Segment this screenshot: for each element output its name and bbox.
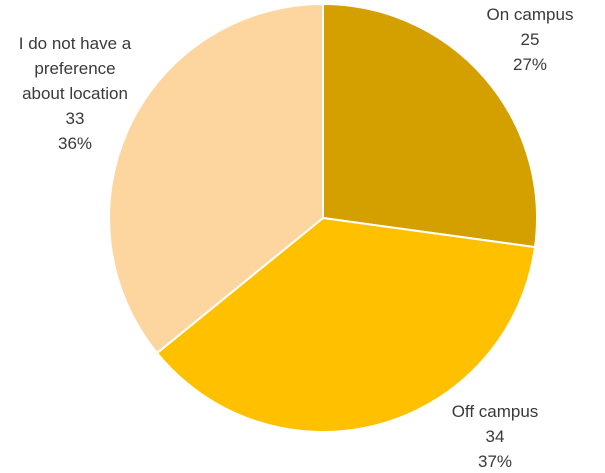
label-no-preference-name-line-3: about location [22, 84, 128, 103]
label-no-preference-name-line-1: I do not have a [19, 34, 132, 53]
label-on-campus-percent: 27% [513, 55, 547, 74]
label-off-campus-percent: 37% [478, 452, 512, 471]
label-off-campus-name-line-1: Off campus [452, 402, 539, 421]
label-on-campus-value: 25 [521, 30, 540, 49]
slice-no-preference [108, 2, 324, 355]
label-no-preference-name-line-2: preference [34, 59, 115, 78]
label-no-preference-percent: 36% [58, 134, 92, 153]
label-off-campus-value: 34 [486, 427, 505, 446]
label-no-preference: I do not have a preference about locatio… [19, 34, 132, 153]
pie-slices [108, 2, 538, 433]
label-on-campus-name-line-1: On campus [487, 5, 574, 24]
label-on-campus: On campus 25 27% [487, 5, 574, 74]
label-no-preference-value: 33 [66, 109, 85, 128]
slice-off-campus [155, 216, 537, 433]
slice-on-campus [322, 2, 538, 249]
label-off-campus: Off campus 34 37% [452, 402, 539, 471]
